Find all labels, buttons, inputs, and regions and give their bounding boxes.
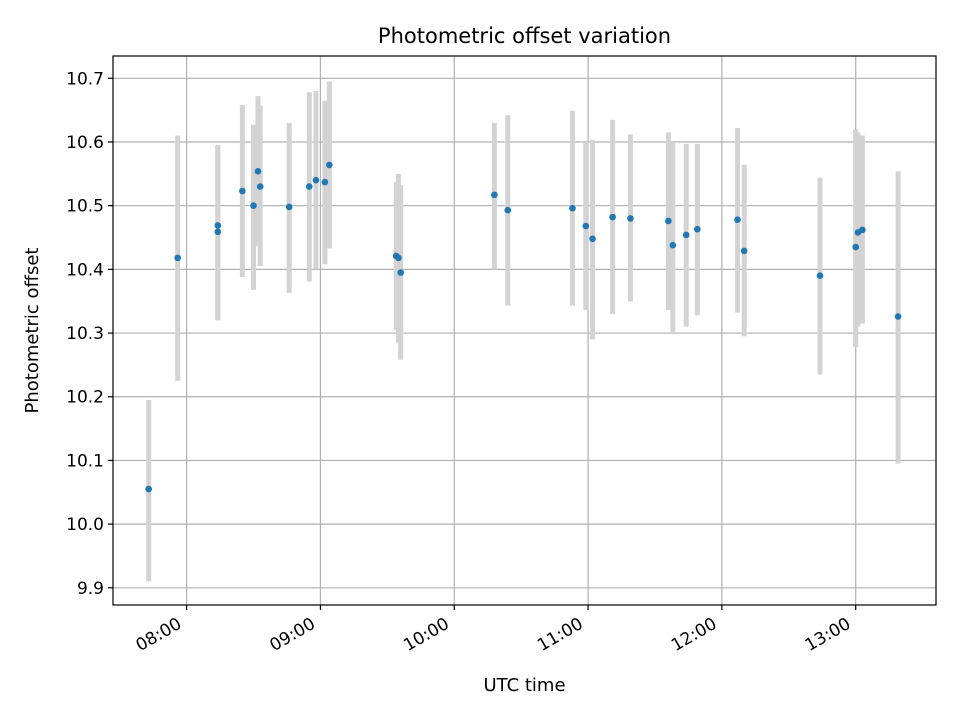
data-point xyxy=(174,254,181,262)
data-point xyxy=(214,228,222,236)
data-point xyxy=(734,216,741,223)
data-point xyxy=(569,204,576,212)
y-tick-label: 10.1 xyxy=(66,451,104,471)
y-axis-title: Photometric offset xyxy=(22,248,43,414)
y-tick-label: 10.6 xyxy=(66,133,104,153)
data-point xyxy=(397,269,405,276)
data-point xyxy=(504,206,512,214)
data-point xyxy=(816,272,824,280)
data-point xyxy=(491,191,498,199)
y-tick-label: 10.4 xyxy=(66,260,104,280)
data-point xyxy=(609,213,616,221)
y-tick-label: 10.7 xyxy=(66,69,104,89)
data-point xyxy=(239,187,246,195)
data-point xyxy=(694,225,701,233)
data-point xyxy=(312,176,320,184)
data-point xyxy=(859,226,866,234)
data-point xyxy=(214,222,222,229)
data-point xyxy=(395,254,402,262)
data-point xyxy=(665,217,672,225)
data-point xyxy=(682,231,690,239)
data-point xyxy=(627,215,634,222)
data-point xyxy=(326,161,333,169)
data-point xyxy=(305,183,313,190)
data-point xyxy=(589,235,596,243)
y-tick-label: 10.2 xyxy=(66,388,104,408)
data-point xyxy=(582,222,590,230)
y-tick-label: 10.5 xyxy=(66,197,104,217)
y-tick-label: 10.3 xyxy=(66,324,104,344)
chart-title: Photometric offset variation xyxy=(378,24,671,48)
x-axis-title: UTC time xyxy=(483,675,565,696)
plot-frame xyxy=(112,55,937,606)
y-tick-label: 9.9 xyxy=(77,579,104,599)
data-point xyxy=(894,313,902,320)
data-point xyxy=(145,485,152,493)
data-point xyxy=(669,241,677,249)
data-point xyxy=(740,247,748,255)
data-point xyxy=(254,167,262,175)
data-point xyxy=(285,203,293,211)
data-point xyxy=(256,183,264,190)
y-axis: 9.9 10.0 10.1 10.2 10.3 10.4 10.5 10.6 10.7 xyxy=(66,69,113,599)
data-point xyxy=(250,202,257,209)
data-point xyxy=(852,243,860,251)
data-point xyxy=(321,178,329,186)
data-points xyxy=(145,161,902,493)
y-tick-label: 10.0 xyxy=(66,515,104,535)
